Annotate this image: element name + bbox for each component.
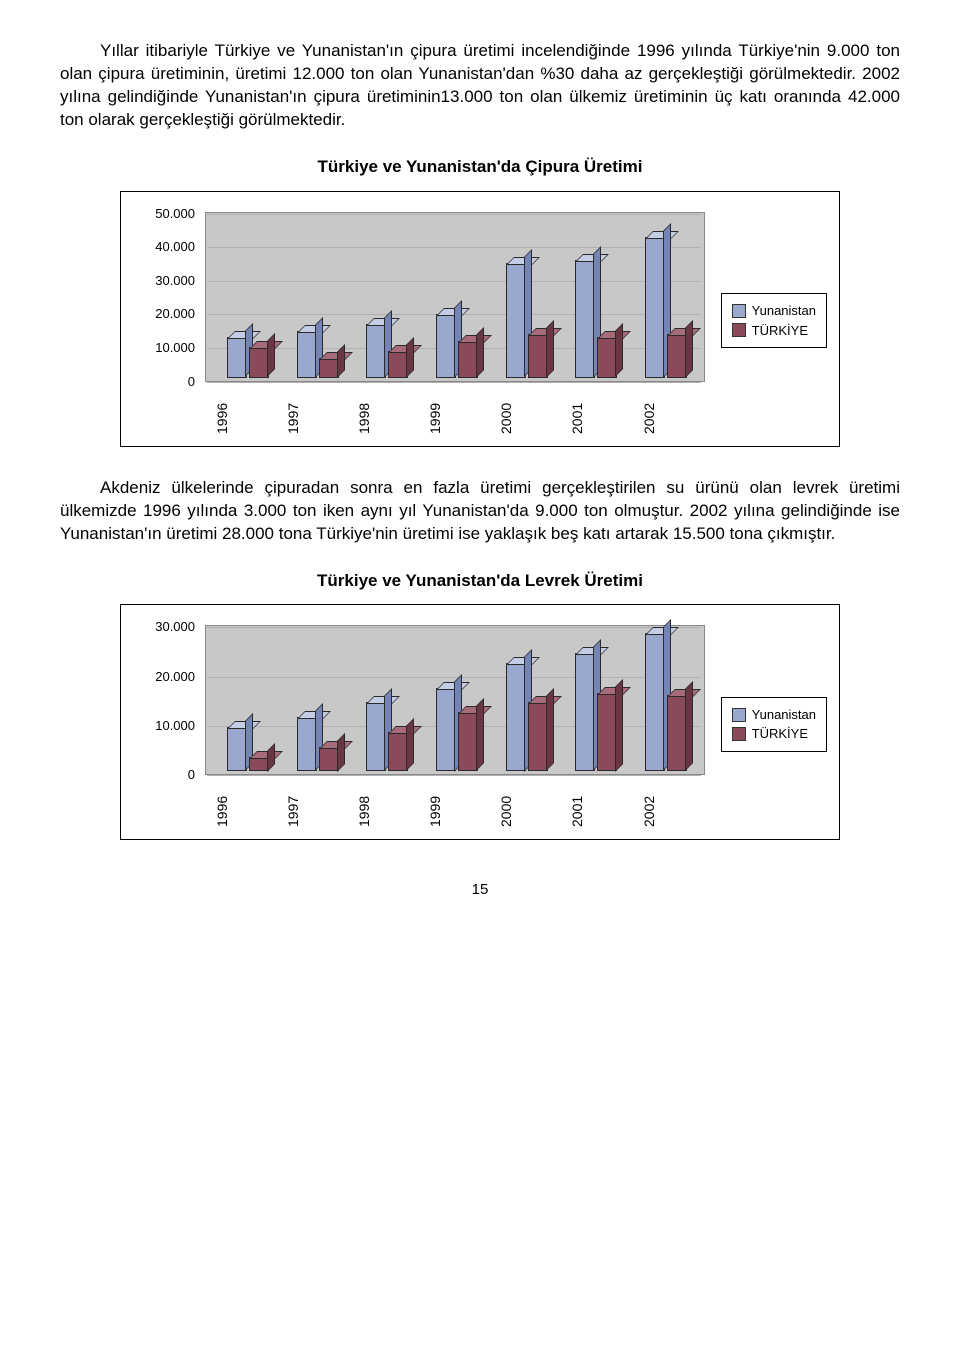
bar xyxy=(227,337,247,377)
legend-swatch-yunanistan xyxy=(732,708,746,722)
bar-group xyxy=(561,260,631,378)
bar xyxy=(528,334,548,378)
paragraph-2: Akdeniz ülkelerinde çipuradan sonra en f… xyxy=(60,477,900,546)
y-tick-label: 30.000 xyxy=(145,272,195,290)
x-tick-label: 2002 xyxy=(640,400,711,436)
chart1-container: 0 10.000 20.000 30.000 40.000 50.000 19961997… xyxy=(120,191,840,447)
x-tick-label: 2002 xyxy=(640,793,711,829)
legend-label-yunanistan: Yunanistan xyxy=(752,706,816,724)
bar xyxy=(506,663,526,772)
bar xyxy=(528,702,548,771)
bar-group xyxy=(631,237,701,378)
bar xyxy=(366,702,386,771)
bar xyxy=(645,237,665,378)
x-tick-label: 1998 xyxy=(355,400,426,436)
legend-label-turkiye: TÜRKİYE xyxy=(752,322,808,340)
y-tick-label: 30.000 xyxy=(145,619,195,637)
bar xyxy=(645,633,665,771)
bar-group xyxy=(352,702,422,771)
bar xyxy=(458,712,478,771)
y-tick-label: 50.000 xyxy=(145,205,195,223)
x-tick-label: 2001 xyxy=(568,793,639,829)
legend-swatch-turkiye xyxy=(732,727,746,741)
page-number: 15 xyxy=(60,880,900,900)
x-tick-label: 1999 xyxy=(426,400,497,436)
bar xyxy=(319,747,339,772)
y-tick-label: 40.000 xyxy=(145,239,195,257)
bar xyxy=(436,314,456,378)
legend-swatch-yunanistan xyxy=(732,304,746,318)
bar xyxy=(227,727,247,771)
x-tick-label: 1997 xyxy=(284,793,355,829)
bar-group xyxy=(352,324,422,378)
bar-group xyxy=(492,663,562,772)
legend-label-yunanistan: Yunanistan xyxy=(752,302,816,320)
y-tick-label: 0 xyxy=(145,373,195,391)
bar xyxy=(597,693,617,772)
chart2-legend: Yunanistan TÜRKİYE xyxy=(721,697,827,752)
bar-group xyxy=(283,717,353,771)
bar xyxy=(319,358,339,378)
bar xyxy=(366,324,386,378)
bar xyxy=(249,757,269,772)
bar-group xyxy=(213,337,283,377)
x-tick-label: 1999 xyxy=(426,793,497,829)
bar xyxy=(575,260,595,378)
chart2-plot: 0 10.000 20.000 30.000 xyxy=(133,619,711,789)
bar xyxy=(249,347,269,377)
chart1-xlabels: 1996199719981999200020012002 xyxy=(213,400,711,436)
y-tick-label: 0 xyxy=(145,767,195,785)
chart2-xlabels: 1996199719981999200020012002 xyxy=(213,793,711,829)
bar xyxy=(506,263,526,377)
bar xyxy=(297,331,317,378)
bar-group xyxy=(561,653,631,771)
x-tick-label: 1996 xyxy=(213,793,284,829)
bar xyxy=(667,695,687,771)
y-tick-label: 20.000 xyxy=(145,306,195,324)
chart1-plot: 0 10.000 20.000 30.000 40.000 50.000 xyxy=(133,206,711,396)
bar xyxy=(458,341,478,378)
bar-group xyxy=(283,331,353,378)
bar xyxy=(436,688,456,772)
bar xyxy=(575,653,595,771)
y-tick-label: 10.000 xyxy=(145,717,195,735)
chart2-title: Türkiye ve Yunanistan'da Levrek Üretimi xyxy=(60,570,900,593)
x-tick-label: 1997 xyxy=(284,400,355,436)
bar-group xyxy=(213,727,283,771)
x-tick-label: 1998 xyxy=(355,793,426,829)
x-tick-label: 2001 xyxy=(568,400,639,436)
bar xyxy=(388,732,408,771)
bar-group xyxy=(631,633,701,771)
y-tick-label: 20.000 xyxy=(145,668,195,686)
legend-swatch-turkiye xyxy=(732,323,746,337)
x-tick-label: 2000 xyxy=(497,793,568,829)
chart1-legend: Yunanistan TÜRKİYE xyxy=(721,293,827,348)
chart2-container: 0 10.000 20.000 30.000 19961997199819992000… xyxy=(120,604,840,840)
x-tick-label: 1996 xyxy=(213,400,284,436)
bar xyxy=(597,337,617,377)
bar-group xyxy=(422,688,492,772)
bar xyxy=(388,351,408,378)
bar-group xyxy=(422,314,492,378)
chart1-title: Türkiye ve Yunanistan'da Çipura Üretimi xyxy=(60,156,900,179)
bar xyxy=(667,334,687,378)
bar-group xyxy=(492,263,562,377)
bar xyxy=(297,717,317,771)
x-tick-label: 2000 xyxy=(497,400,568,436)
paragraph-1: Yıllar itibariyle Türkiye ve Yunanistan'… xyxy=(60,40,900,132)
legend-label-turkiye: TÜRKİYE xyxy=(752,725,808,743)
y-tick-label: 10.000 xyxy=(145,339,195,357)
